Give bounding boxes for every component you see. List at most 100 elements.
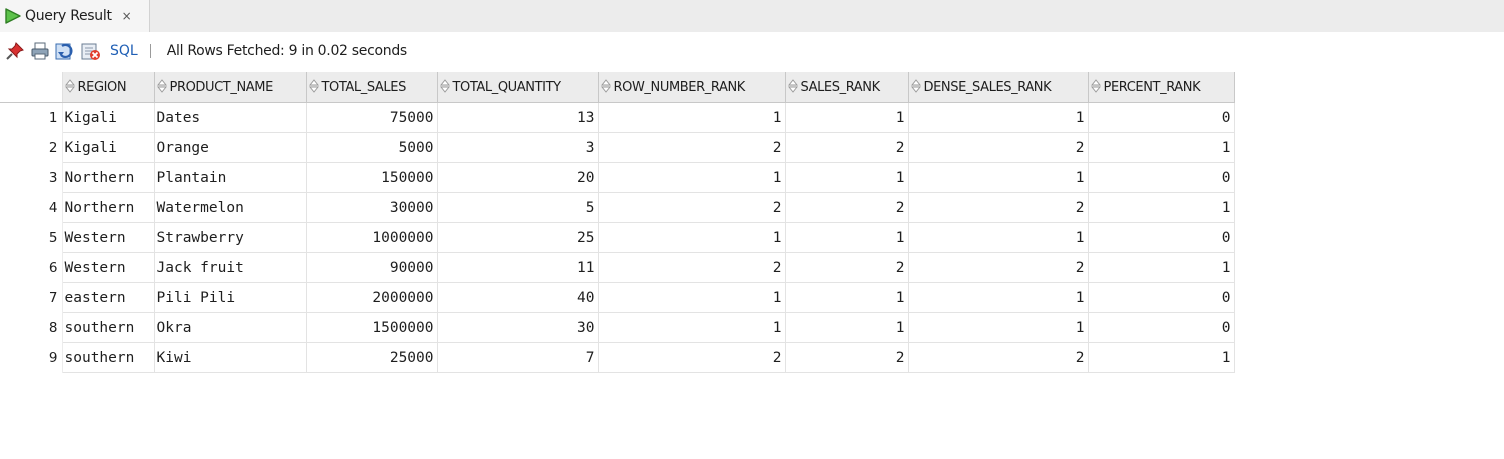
cell-total-quantity[interactable]: 20 xyxy=(437,162,599,193)
cell-row-number-rank[interactable]: 1 xyxy=(598,312,786,343)
cell-percent-rank[interactable]: 0 xyxy=(1088,162,1235,193)
cell-total-sales[interactable]: 5000 xyxy=(306,132,438,163)
cell-total-quantity[interactable]: 25 xyxy=(437,222,599,253)
cell-region[interactable]: Northern xyxy=(62,192,155,223)
cell-total-sales[interactable]: 1000000 xyxy=(306,222,438,253)
cell-row-number-rank[interactable]: 1 xyxy=(598,102,786,133)
cell-row-number-rank[interactable]: 2 xyxy=(598,342,786,373)
column-header-dense-sales-rank[interactable]: DENSE_SALES_RANK xyxy=(908,72,1089,103)
cell-dense-sales-rank[interactable]: 2 xyxy=(908,132,1089,163)
cell-total-sales[interactable]: 2000000 xyxy=(306,282,438,313)
cell-dense-sales-rank[interactable]: 1 xyxy=(908,162,1089,193)
cell-dense-sales-rank[interactable]: 1 xyxy=(908,282,1089,313)
cell-region[interactable]: southern xyxy=(62,312,155,343)
table-row[interactable]: 9 southern Kiwi 25000 7 2 2 2 1 xyxy=(0,342,1235,373)
cell-sales-rank[interactable]: 1 xyxy=(785,102,909,133)
cell-total-quantity[interactable]: 30 xyxy=(437,312,599,343)
column-header-row-number-rank[interactable]: ROW_NUMBER_RANK xyxy=(598,72,786,103)
column-header-sales-rank[interactable]: SALES_RANK xyxy=(785,72,909,103)
table-row[interactable]: 8 southern Okra 1500000 30 1 1 1 0 xyxy=(0,312,1235,343)
cell-product-name[interactable]: Plantain xyxy=(154,162,307,193)
cell-percent-rank[interactable]: 0 xyxy=(1088,222,1235,253)
cell-row-number-rank[interactable]: 1 xyxy=(598,162,786,193)
cell-sales-rank[interactable]: 1 xyxy=(785,282,909,313)
cell-region[interactable]: Western xyxy=(62,252,155,283)
cell-percent-rank[interactable]: 1 xyxy=(1088,252,1235,283)
cell-total-sales[interactable]: 30000 xyxy=(306,192,438,223)
close-icon[interactable]: × xyxy=(121,9,132,23)
refresh-icon[interactable] xyxy=(55,41,75,61)
cell-total-quantity[interactable]: 3 xyxy=(437,132,599,163)
column-header-product-name[interactable]: PRODUCT_NAME xyxy=(154,72,307,103)
table-row[interactable]: 6 Western Jack fruit 90000 11 2 2 2 1 xyxy=(0,252,1235,283)
cell-sales-rank[interactable]: 2 xyxy=(785,252,909,283)
table-row[interactable]: 3 Northern Plantain 150000 20 1 1 1 0 xyxy=(0,162,1235,193)
column-header-label: PERCENT_RANK xyxy=(1103,80,1201,95)
cell-sales-rank[interactable]: 1 xyxy=(785,312,909,343)
cell-percent-rank[interactable]: 1 xyxy=(1088,342,1235,373)
cell-percent-rank[interactable]: 0 xyxy=(1088,312,1235,343)
cell-total-quantity[interactable]: 40 xyxy=(437,282,599,313)
column-header-total-sales[interactable]: TOTAL_SALES xyxy=(306,72,438,103)
fetch-status: All Rows Fetched: 9 in 0.02 seconds xyxy=(166,43,408,59)
cell-product-name[interactable]: Orange xyxy=(154,132,307,163)
column-header-label: SALES_RANK xyxy=(800,80,881,95)
table-row[interactable]: 1 Kigali Dates 75000 13 1 1 1 0 xyxy=(0,102,1235,133)
cell-row-number-rank[interactable]: 1 xyxy=(598,222,786,253)
cell-product-name[interactable]: Watermelon xyxy=(154,192,307,223)
cell-row-number-rank[interactable]: 2 xyxy=(598,132,786,163)
column-header-total-quantity[interactable]: TOTAL_QUANTITY xyxy=(437,72,599,103)
print-icon[interactable] xyxy=(30,41,50,61)
tab-query-result[interactable]: Query Result × xyxy=(0,0,150,32)
cell-dense-sales-rank[interactable]: 2 xyxy=(908,252,1089,283)
cell-product-name[interactable]: Pili Pili xyxy=(154,282,307,313)
cell-dense-sales-rank[interactable]: 2 xyxy=(908,192,1089,223)
cell-dense-sales-rank[interactable]: 1 xyxy=(908,312,1089,343)
excel-export-icon[interactable] xyxy=(80,41,100,61)
cell-total-sales[interactable]: 75000 xyxy=(306,102,438,133)
cell-region[interactable]: southern xyxy=(62,342,155,373)
cell-region[interactable]: eastern xyxy=(62,282,155,313)
cell-product-name[interactable]: Strawberry xyxy=(154,222,307,253)
cell-region[interactable]: Kigali xyxy=(62,132,155,163)
cell-total-sales[interactable]: 1500000 xyxy=(306,312,438,343)
cell-total-sales[interactable]: 25000 xyxy=(306,342,438,373)
table-row[interactable]: 4 Northern Watermelon 30000 5 2 2 2 1 xyxy=(0,192,1235,223)
cell-row-number-rank[interactable]: 2 xyxy=(598,252,786,283)
cell-dense-sales-rank[interactable]: 2 xyxy=(908,342,1089,373)
cell-total-sales[interactable]: 150000 xyxy=(306,162,438,193)
sql-link[interactable]: SQL xyxy=(110,43,138,59)
cell-percent-rank[interactable]: 1 xyxy=(1088,132,1235,163)
cell-product-name[interactable]: Kiwi xyxy=(154,342,307,373)
cell-dense-sales-rank[interactable]: 1 xyxy=(908,102,1089,133)
cell-percent-rank[interactable]: 1 xyxy=(1088,192,1235,223)
cell-total-quantity[interactable]: 13 xyxy=(437,102,599,133)
cell-region[interactable]: Northern xyxy=(62,162,155,193)
pin-icon[interactable] xyxy=(5,41,25,61)
cell-product-name[interactable]: Dates xyxy=(154,102,307,133)
table-row[interactable]: 7 eastern Pili Pili 2000000 40 1 1 1 0 xyxy=(0,282,1235,313)
cell-dense-sales-rank[interactable]: 1 xyxy=(908,222,1089,253)
column-header-region[interactable]: REGION xyxy=(62,72,155,103)
cell-sales-rank[interactable]: 2 xyxy=(785,132,909,163)
cell-region[interactable]: Western xyxy=(62,222,155,253)
cell-total-sales[interactable]: 90000 xyxy=(306,252,438,283)
cell-sales-rank[interactable]: 1 xyxy=(785,222,909,253)
column-header-percent-rank[interactable]: PERCENT_RANK xyxy=(1088,72,1235,103)
cell-row-number: 9 xyxy=(0,342,63,373)
cell-sales-rank[interactable]: 2 xyxy=(785,192,909,223)
cell-region[interactable]: Kigali xyxy=(62,102,155,133)
table-row[interactable]: 2 Kigali Orange 5000 3 2 2 2 1 xyxy=(0,132,1235,163)
table-row[interactable]: 5 Western Strawberry 1000000 25 1 1 1 0 xyxy=(0,222,1235,253)
cell-percent-rank[interactable]: 0 xyxy=(1088,102,1235,133)
cell-sales-rank[interactable]: 1 xyxy=(785,162,909,193)
cell-total-quantity[interactable]: 11 xyxy=(437,252,599,283)
cell-row-number-rank[interactable]: 2 xyxy=(598,192,786,223)
cell-product-name[interactable]: Okra xyxy=(154,312,307,343)
cell-product-name[interactable]: Jack fruit xyxy=(154,252,307,283)
cell-sales-rank[interactable]: 2 xyxy=(785,342,909,373)
cell-total-quantity[interactable]: 7 xyxy=(437,342,599,373)
cell-row-number-rank[interactable]: 1 xyxy=(598,282,786,313)
cell-percent-rank[interactable]: 0 xyxy=(1088,282,1235,313)
cell-total-quantity[interactable]: 5 xyxy=(437,192,599,223)
